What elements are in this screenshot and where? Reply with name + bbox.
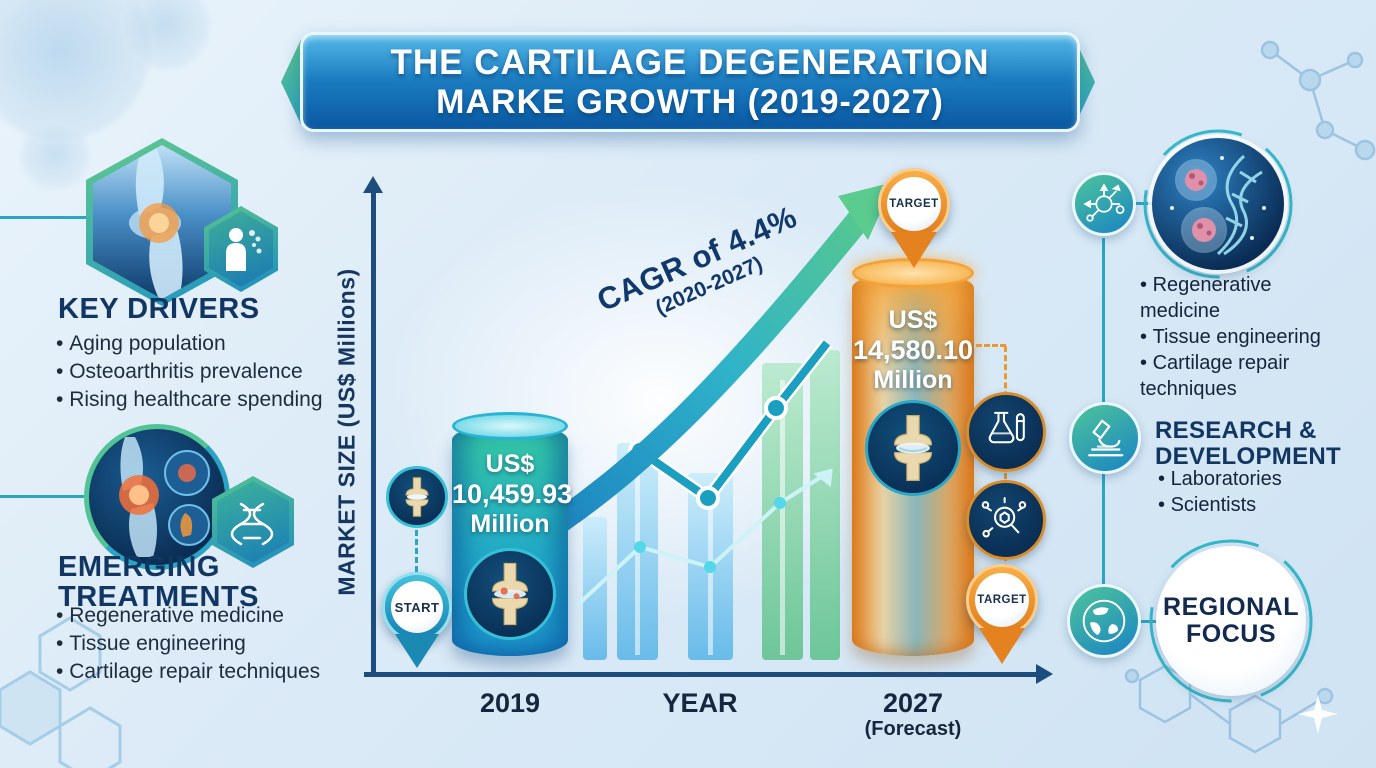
regional-focus-line1: REGIONAL bbox=[1163, 592, 1299, 621]
rnd-list: Laboratories Scientists bbox=[1158, 466, 1373, 518]
milestone-connector bbox=[976, 344, 1006, 347]
page-title-line2: MARKE GROWTH (2019-2027) bbox=[436, 82, 944, 121]
target-pin-top: TARGET bbox=[878, 168, 950, 268]
regional-focus-badge: REGIONAL FOCUS bbox=[1156, 546, 1306, 696]
healthy-knee-icon bbox=[865, 400, 961, 496]
key-driver-item: Rising healthcare spending bbox=[56, 386, 322, 414]
page-title-line1: THE CARTILAGE DEGENERATION bbox=[390, 42, 990, 82]
dna-cell-image bbox=[1152, 138, 1284, 270]
key-drivers-list: Aging population Osteoarthritis prevalen… bbox=[56, 330, 323, 414]
joint-cells-image bbox=[119, 437, 210, 557]
cell-decoration bbox=[120, 0, 210, 70]
start-pin: START bbox=[382, 572, 452, 668]
y-axis-label: MARKET SIZE (US$ Millions) bbox=[333, 268, 360, 596]
left-connector-line bbox=[0, 216, 86, 219]
x-axis-arrow bbox=[1036, 664, 1053, 684]
cylinder-top-2019 bbox=[452, 412, 568, 440]
y-axis-arrow bbox=[363, 176, 383, 193]
key-driver-item: Aging population bbox=[56, 330, 323, 358]
dna-icon bbox=[230, 502, 274, 546]
target-label: TARGET bbox=[975, 573, 1029, 627]
title-banner: THE CARTILAGE DEGENERATION MARKE GROWTH … bbox=[300, 32, 1080, 132]
research-molecule-icon bbox=[966, 480, 1046, 560]
patient-hexagon bbox=[204, 206, 278, 292]
target-pin-right: TARGET bbox=[966, 564, 1038, 664]
start-label: START bbox=[391, 581, 443, 633]
x-tick-2027-note: (Forecast) bbox=[864, 718, 962, 740]
molecule-network-icon bbox=[1072, 172, 1136, 236]
right-treatment-item: Cartilage repair techniques bbox=[1140, 350, 1355, 402]
start-connector-line bbox=[415, 530, 418, 572]
damaged-knee-icon bbox=[464, 548, 556, 640]
y-axis bbox=[371, 190, 376, 676]
key-drivers-heading: KEY DRIVERS bbox=[58, 293, 260, 325]
bar-2019-cylinder: US$ 10,459.93 Million bbox=[452, 412, 573, 666]
microscope-icon bbox=[1069, 402, 1141, 474]
globe-icon bbox=[1067, 584, 1141, 658]
cagr-growth-arrow bbox=[520, 182, 894, 555]
knee-xray-image bbox=[129, 145, 183, 299]
rnd-item: Scientists bbox=[1158, 492, 1373, 518]
target-label: TARGET bbox=[887, 177, 941, 231]
emerging-treatment-item: Tissue engineering bbox=[56, 630, 320, 658]
emerging-treatment-item: Regenerative medicine bbox=[56, 602, 320, 630]
right-treatments-list: Regenerative medicine Tissue engineering… bbox=[1140, 272, 1355, 402]
emerging-treatments-list: Regenerative medicine Tissue engineering… bbox=[56, 602, 320, 686]
right-connector-line bbox=[1139, 620, 1159, 623]
knee-joint-icon bbox=[386, 466, 448, 528]
emerging-treatment-item: Cartilage repair techniques bbox=[56, 658, 320, 686]
rnd-item: Laboratories bbox=[1158, 466, 1373, 492]
left-connector-line bbox=[0, 495, 84, 498]
right-treatment-item: Regenerative medicine bbox=[1140, 272, 1355, 324]
x-axis bbox=[364, 672, 1040, 677]
patient-icon bbox=[226, 228, 262, 271]
right-treatment-item: Tissue engineering bbox=[1140, 324, 1355, 350]
bar-2027-cylinder: US$ 14,580.10 Million bbox=[852, 258, 974, 670]
x-tick-2019: 2019 bbox=[479, 688, 541, 718]
joint-cells-circle bbox=[84, 424, 230, 570]
x-tick-2027: 2027 bbox=[882, 688, 944, 718]
rnd-heading: RESEARCH & DEVELOPMENT bbox=[1155, 417, 1341, 470]
regional-focus-line2: FOCUS bbox=[1186, 620, 1276, 648]
key-driver-item: Osteoarthritis prevalence bbox=[56, 358, 323, 386]
bar-2027-value: US$ 14,580.10 Million bbox=[852, 306, 974, 394]
x-axis-title: YEAR bbox=[662, 688, 738, 718]
cell-decoration bbox=[20, 120, 90, 190]
lab-flask-icon bbox=[966, 392, 1046, 472]
bar-2019-value: US$ 10,459.93 Million bbox=[452, 450, 573, 538]
